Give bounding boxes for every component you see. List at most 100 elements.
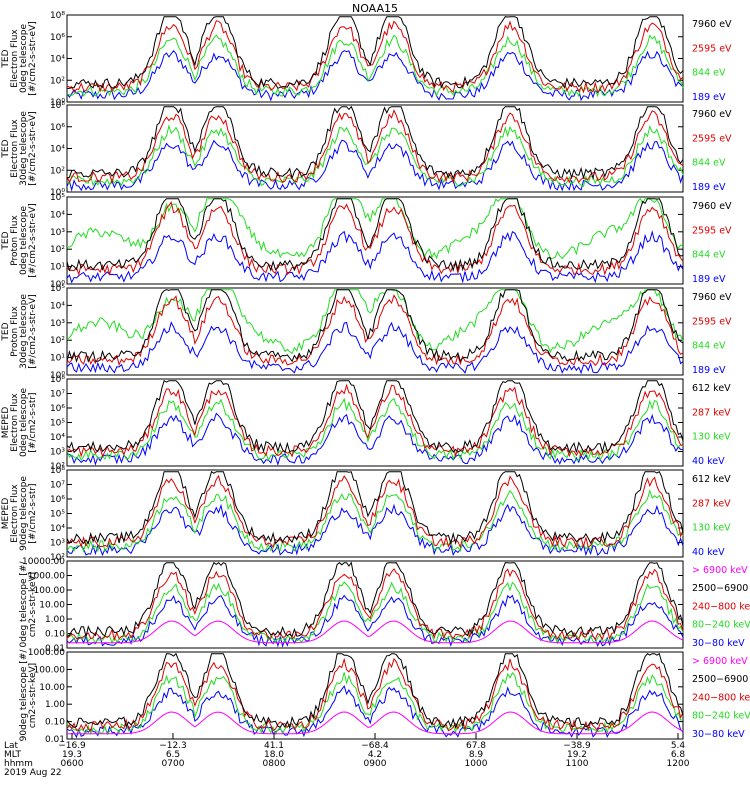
panel-frame <box>66 287 684 376</box>
y-tick-label: 10⁵ <box>50 419 65 429</box>
y-axis-label: MEPED Electron Flux 90deg telescope [#/cm2-… <box>1 476 38 551</box>
series-line-red <box>66 383 684 458</box>
series-line-blue <box>66 412 684 466</box>
y-tick-label: 10⁴ <box>50 210 65 220</box>
series-line-black <box>66 652 684 730</box>
y-tick-label: 10³ <box>50 319 65 329</box>
y-label-line: MEPED <box>1 407 11 439</box>
time-tick-lat: 67.8 <box>466 741 486 751</box>
legend-black: 7960 eV <box>692 109 732 120</box>
y-axis-label: MEPED Electron Flux 0deg telescope [#/cm2-s… <box>1 388 38 458</box>
series-line-blue <box>66 230 684 284</box>
y-tick-label: 10⁴ <box>50 55 65 65</box>
y-tick-label: 10⁶ <box>50 33 65 43</box>
legend-black: 7960 eV <box>692 292 732 303</box>
y-label-line: TED <box>1 139 11 158</box>
y-label-line: TED <box>1 322 11 341</box>
time-tick-lat: −68.4 <box>361 741 389 751</box>
series-line-blue <box>66 50 684 102</box>
y-tick-label: 10³ <box>50 228 65 238</box>
legend-black: 2500−6900 <box>692 674 748 685</box>
panel-5: 10² 10³ 10⁴ 10⁵ 10⁶ 10⁷ 10⁸ MEPED Electron Flux 0… <box>1 375 731 472</box>
legend-blue: 30−80 keV <box>692 729 745 740</box>
y-label-line: 90deg telescope [#/ <box>19 649 29 742</box>
y-axis-label: TED Proton Flux 0deg telescope [#/cm2-s-str… <box>1 203 38 278</box>
series-line-green <box>66 672 684 736</box>
y-axis-label: TED Proton Flux 30deg telescope [#/cm2-s-st… <box>1 294 38 369</box>
y-tick-label: 10¹ <box>50 354 65 364</box>
legend-green: 80−240 keV <box>692 620 750 631</box>
y-label-line: [#/cm2-s-str-eV] <box>28 21 38 96</box>
series-line-blue <box>66 139 684 192</box>
time-tick-lat: 41.1 <box>264 741 284 751</box>
y-label-line: 90deg telescope <box>19 476 29 551</box>
y-tick-label: 10⁸ <box>50 101 65 111</box>
series-line-red <box>66 657 684 733</box>
y-label-line: 0deg telescope [#/ <box>19 561 29 648</box>
series-line-green <box>66 489 684 553</box>
series-line-green <box>66 124 684 188</box>
y-tick-label: 10⁶ <box>50 495 65 505</box>
y-tick-label: 100.00 <box>34 586 66 596</box>
y-label-line: Proton Flux <box>10 306 20 357</box>
y-axis-label: 90deg telescope [#/cm2-s-str-keV] <box>19 649 38 742</box>
legend-black: 7960 eV <box>692 201 732 212</box>
y-label-line: cm2-s-str-keV] <box>28 663 38 728</box>
figure-title: NOAA15 <box>352 2 398 15</box>
legend-blue: 189 eV <box>692 274 726 285</box>
series-line-blue <box>66 684 684 739</box>
series-line-red <box>66 568 684 642</box>
y-tick-label: 10³ <box>50 539 65 549</box>
y-tick-label: 10⁶ <box>50 123 65 133</box>
y-label-line: TED <box>1 231 11 250</box>
y-label-line: Proton Flux <box>10 215 20 266</box>
y-tick-label: 10⁰ <box>50 98 65 108</box>
y-tick-label: 10² <box>50 166 65 176</box>
series-line-green <box>66 197 684 260</box>
y-label-line: TED <box>1 49 11 68</box>
time-tick-lat: −12.3 <box>159 741 187 751</box>
y-tick-label: 10⁴ <box>50 433 65 443</box>
panel-1: 10⁰ 10² 10⁴ 10⁶ 10⁸ TED Electron Flux 0deg tele… <box>1 11 732 108</box>
series-line-black <box>66 16 684 89</box>
legend-red: 287 keV <box>692 407 731 418</box>
y-tick-label: 10⁷ <box>50 390 65 400</box>
y-tick-label: 1.00 <box>45 615 65 625</box>
legend-red: 2595 eV <box>692 43 732 54</box>
legend-green: 130 keV <box>692 523 731 534</box>
legend-blue: 189 eV <box>692 182 726 193</box>
y-axis-label: TED Electron Flux 0deg telescope [#/cm2-s-s… <box>1 21 38 96</box>
time-tick-hhmm: 0700 <box>162 759 185 769</box>
y-label-line: [#/cm2-s-str-eV] <box>28 111 38 186</box>
y-tick-label: 10³ <box>50 448 65 458</box>
time-tick-hhmm: 1000 <box>465 759 488 769</box>
y-label-line: 30deg telescope <box>19 294 29 369</box>
y-tick-label: 10.00 <box>39 683 65 693</box>
time-tick-mlt: 4.2 <box>368 750 382 760</box>
y-tick-label: 0.01 <box>45 735 65 745</box>
y-label-line: [#/cm2-s-str-eV] <box>28 203 38 278</box>
y-tick-label: 0.10 <box>45 630 65 640</box>
series-line-green <box>66 34 684 98</box>
legend-green: 844 eV <box>692 68 726 79</box>
y-tick-label: 10⁶ <box>50 404 65 414</box>
legend-black: 7960 eV <box>692 19 732 30</box>
y-tick-label: 10000.00 <box>22 557 65 567</box>
y-label-line: Electron Flux <box>10 393 20 452</box>
legend-red: 240−800 ke <box>692 601 750 612</box>
y-tick-label: 10² <box>50 336 65 346</box>
panel-7: 0.01 0.10 1.00 10.00 100.00 1000.00 10000.000d… <box>19 557 750 654</box>
time-tick-mlt: 6.8 <box>671 750 686 760</box>
time-tick-mlt: 19.3 <box>62 750 82 760</box>
panel-3: 10⁰ 10¹ 10² 10³ 10⁴ 10⁵ TED Proton Flux 0deg tel… <box>1 193 732 290</box>
footer-date: 2019 Aug 22 <box>4 768 62 778</box>
legend-magenta: > 6900 keV <box>692 656 748 667</box>
series-line-black <box>66 105 684 181</box>
series-line-red <box>66 201 684 277</box>
y-tick-label: 10⁴ <box>50 524 65 534</box>
y-tick-label: 10⁸ <box>50 375 65 385</box>
y-label-line: 0deg telescope <box>19 206 29 276</box>
